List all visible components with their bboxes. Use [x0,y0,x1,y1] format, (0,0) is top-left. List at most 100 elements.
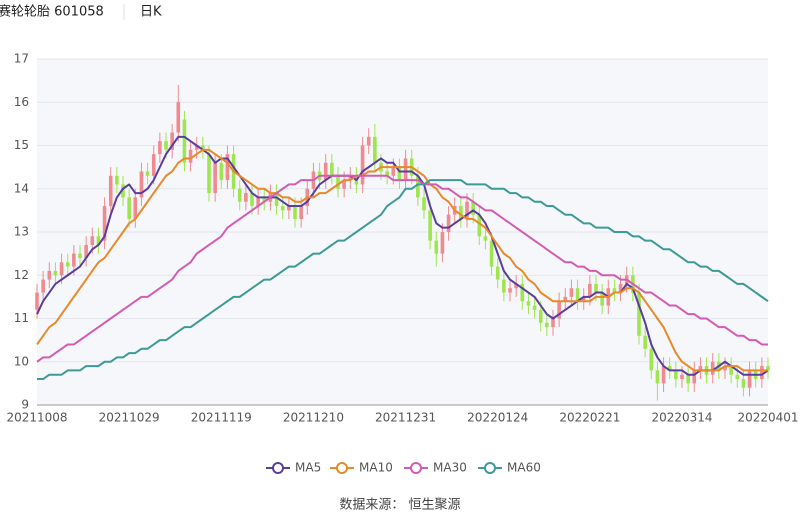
candle-body [47,270,52,280]
candle-body [594,283,598,293]
y-tick-label: 15 [14,138,29,152]
x-tick-label: 20220124 [467,411,528,425]
candle-body [373,136,377,163]
x-tick-label: 20211029 [99,411,160,425]
candle-body [176,102,181,133]
x-tick-label: 20211231 [375,411,436,425]
legend-label[interactable]: MA10 [359,461,393,475]
legend-icon-dot[interactable] [484,462,496,474]
candle-body [483,236,488,241]
candle-body [612,288,617,293]
candle-body [139,171,144,198]
candle-body [680,374,684,380]
y-tick-label: 9 [21,398,29,412]
candle-body [360,145,365,185]
candle-body [532,305,537,310]
candle-body [422,197,426,211]
candle-body [428,210,432,241]
candle-body [502,279,506,293]
candle-body [557,301,561,319]
candle-body [182,119,187,163]
candle-body [188,149,193,163]
candle-body [760,366,764,380]
candle-body [84,244,88,258]
candle-body [514,283,518,289]
candle-body [747,370,752,388]
x-tick-label: 20220221 [559,411,620,425]
candle-body [489,240,494,267]
candle-body [115,175,119,185]
candle-body [459,206,463,220]
candle-body [121,184,125,198]
candle-body [256,197,260,207]
x-tick-label: 20220401 [737,411,798,425]
candle-body [538,309,543,323]
candle-body [287,206,291,211]
candle-body [766,366,770,371]
y-tick-label: 12 [14,268,29,282]
candle-body [90,236,95,245]
candle-body [323,162,328,181]
candle-body [416,175,420,198]
candle-body [741,379,746,388]
candle-body [262,197,267,202]
candle-body [219,162,224,181]
candle-body [477,214,482,237]
candle-body [59,262,64,276]
x-tick-label: 20211210 [283,411,344,425]
candle-body [563,296,568,302]
candle-body [434,240,439,254]
candle-body [336,175,340,189]
period-label[interactable]: 日K [140,5,162,20]
candle-body [391,167,396,176]
candle-body [225,154,230,181]
candle-body [698,366,703,371]
ma-line [36,148,768,372]
candle-body [495,266,500,280]
ma-line [37,179,769,381]
candle-body [618,283,623,293]
candle-body [158,141,162,155]
candle-body [465,201,469,220]
candle-body [649,348,654,371]
legend-icon-dot[interactable] [410,462,422,474]
legend-label[interactable]: MA5 [295,461,321,475]
candle-body [274,193,279,207]
candle-body [213,162,217,194]
candle-body [600,292,604,306]
candle-body [366,136,371,146]
candle-body [207,154,211,194]
legend-icon-dot[interactable] [272,462,284,474]
candle-body [72,253,76,267]
legend-label[interactable]: MA30 [433,461,467,475]
candle-body [440,232,445,254]
candle-body [667,366,672,371]
candle-body [65,262,70,267]
legend-icon-dot[interactable] [336,462,348,474]
y-tick-label: 17 [14,52,29,66]
candle-body [686,374,690,384]
x-tick-label: 20211008 [6,411,67,425]
candle-body [330,162,334,176]
candle-body [575,288,580,302]
stock-title: 赛轮轮胎 601058 [0,4,104,20]
candle-body [403,158,408,181]
candle-body [397,167,402,181]
candle-body [299,206,303,220]
candle-body [526,301,531,306]
candle-body [78,253,82,258]
candle-body [35,292,39,310]
candle-body [41,279,45,293]
candle-body [237,188,242,202]
candle-body [643,335,647,349]
data-source: 数据来源： 恒生聚源 [339,498,460,513]
legend-label[interactable]: MA60 [507,461,541,475]
candle-body [96,236,101,245]
candle-body [108,175,113,207]
candle-body [655,370,660,384]
candle-body [102,206,107,241]
candle-body [194,145,199,150]
candle-body [127,197,131,220]
candle-body [551,318,555,328]
